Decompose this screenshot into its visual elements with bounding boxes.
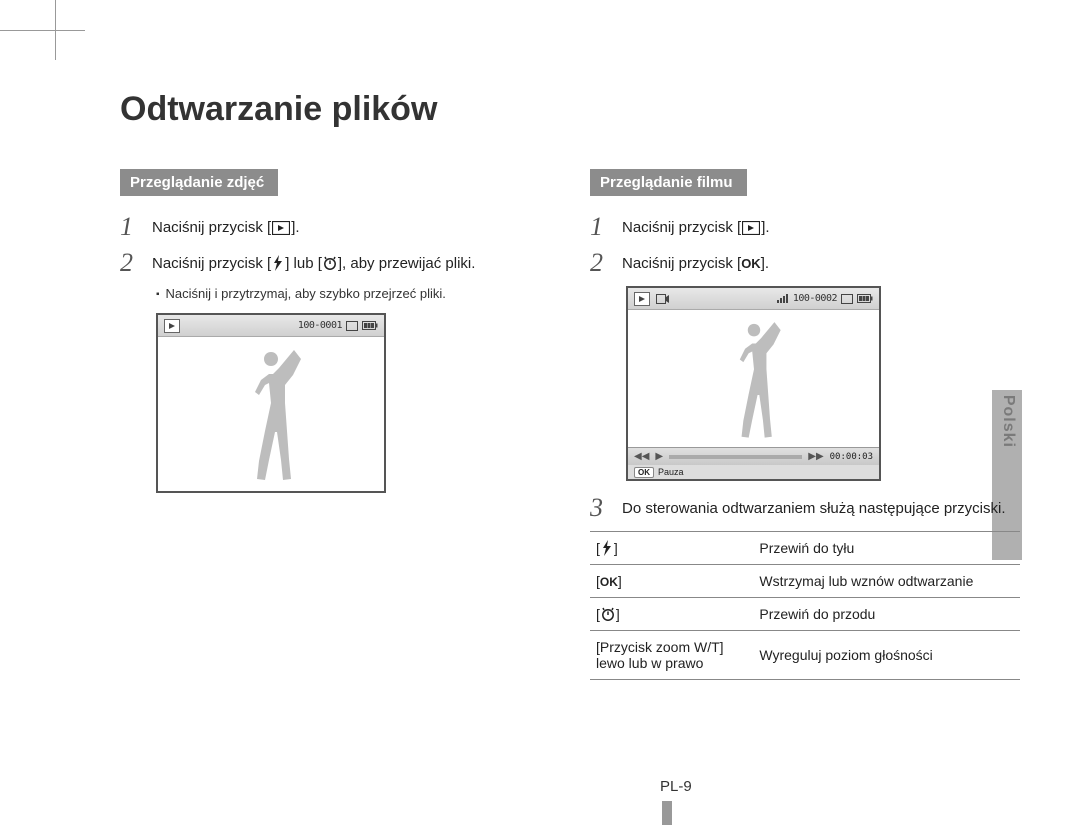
- right-column: Przeglądanie filmu 1 Naciśnij przycisk […: [590, 169, 1020, 680]
- table-row: [] Przewiń do tyłu: [590, 532, 1020, 565]
- manual-page: Polski Odtwarzanie plików Przeglądanie z…: [0, 0, 1080, 835]
- step-1: 1 Naciśnij przycisk [].: [590, 214, 1020, 240]
- page-marker: [662, 801, 672, 825]
- timer-icon: [601, 606, 615, 622]
- signal-icon: [777, 294, 789, 303]
- ok-badge: OK: [634, 467, 654, 478]
- table-row: [Przycisk zoom W/T] lewo lub w prawo Wyr…: [590, 631, 1020, 680]
- status-text: Pauza: [658, 467, 684, 477]
- step-text: Naciśnij przycisk [].: [152, 214, 300, 240]
- video-mode-icon: [656, 293, 670, 305]
- crop-mark: [0, 30, 85, 31]
- step-2: 2 Naciśnij przycisk [] lub [], aby przew…: [120, 250, 550, 276]
- screen-body: [628, 310, 879, 447]
- step-2: 2 Naciśnij przycisk [OK].: [590, 250, 1020, 276]
- step-number: 1: [590, 214, 612, 240]
- control-key: []: [590, 598, 753, 631]
- forward-icon: ▶▶: [808, 451, 823, 462]
- battery-icon: [857, 294, 873, 303]
- video-preview-screen: 100-0002 ◀◀ ▶ ▶▶: [626, 286, 881, 481]
- video-progress-bar: ◀◀ ▶ ▶▶ 00:00:03: [628, 447, 879, 465]
- step-number: 1: [120, 214, 142, 240]
- ok-label: OK: [741, 256, 761, 271]
- section-header-video: Przeglądanie filmu: [590, 169, 747, 196]
- topbar-right: 100-0002: [777, 293, 873, 304]
- playback-mode-icon: [164, 319, 180, 333]
- content-area: Odtwarzanie plików Przeglądanie zdjęć 1 …: [120, 90, 1020, 795]
- play-icon: ▶: [655, 451, 663, 462]
- columns: Przeglądanie zdjęć 1 Naciśnij przycisk […: [120, 169, 1020, 680]
- step-text: Naciśnij przycisk [] lub [], aby przewij…: [152, 250, 475, 276]
- control-desc: Wstrzymaj lub wznów odtwarzanie: [753, 565, 1020, 598]
- step-3: 3 Do sterowania odtwarzaniem służą nastę…: [590, 495, 1020, 521]
- table-row: [OK] Wstrzymaj lub wznów odtwarzanie: [590, 565, 1020, 598]
- screen-body: [158, 337, 384, 491]
- file-counter: 100-0001: [298, 320, 342, 331]
- step-text: Naciśnij przycisk [OK].: [622, 250, 769, 276]
- step-1: 1 Naciśnij przycisk [].: [120, 214, 550, 240]
- control-key: [Przycisk zoom W/T] lewo lub w prawo: [590, 631, 753, 680]
- note-text: Naciśnij i przytrzymaj, aby szybko przej…: [156, 286, 550, 301]
- page-number: PL-9: [660, 778, 692, 795]
- rewind-icon: ◀◀: [634, 451, 649, 462]
- section-header-photos: Przeglądanie zdjęć: [120, 169, 278, 196]
- card-icon: [841, 294, 853, 304]
- step-text: Do sterowania odtwarzaniem służą następu…: [622, 495, 1006, 521]
- card-icon: [346, 321, 358, 331]
- elapsed-time: 00:00:03: [830, 452, 873, 462]
- screen-topbar: 100-0001: [158, 315, 384, 337]
- left-column: Przeglądanie zdjęć 1 Naciśnij przycisk […: [120, 169, 550, 680]
- person-silhouette: [226, 344, 316, 484]
- control-key: []: [590, 532, 753, 565]
- file-counter: 100-0002: [793, 293, 837, 304]
- person-silhouette: [714, 316, 794, 441]
- step-number: 3: [590, 495, 612, 521]
- playback-icon: [742, 221, 760, 235]
- flash-icon: [272, 255, 284, 271]
- playback-icon: [272, 221, 290, 235]
- screen-topbar: 100-0002: [628, 288, 879, 310]
- control-desc: Wyreguluj poziom głośności: [753, 631, 1020, 680]
- topbar-right: 100-0001: [298, 320, 378, 331]
- control-key: [OK]: [590, 565, 753, 598]
- flash-icon: [601, 540, 613, 556]
- control-desc: Przewiń do przodu: [753, 598, 1020, 631]
- progress-track: [669, 455, 802, 459]
- photo-preview-screen: 100-0001: [156, 313, 386, 493]
- page-title: Odtwarzanie plików: [120, 90, 1020, 129]
- control-desc: Przewiń do tyłu: [753, 532, 1020, 565]
- step-text: Naciśnij przycisk [].: [622, 214, 770, 240]
- controls-table: [] Przewiń do tyłu [OK] Wstrzymaj lub wz…: [590, 531, 1020, 680]
- battery-icon: [362, 321, 378, 330]
- video-status-bar: OK Pauza: [628, 465, 879, 479]
- timer-icon: [323, 255, 337, 271]
- table-row: [] Przewiń do przodu: [590, 598, 1020, 631]
- step-number: 2: [120, 250, 142, 276]
- playback-mode-icon: [634, 292, 650, 306]
- step-number: 2: [590, 250, 612, 276]
